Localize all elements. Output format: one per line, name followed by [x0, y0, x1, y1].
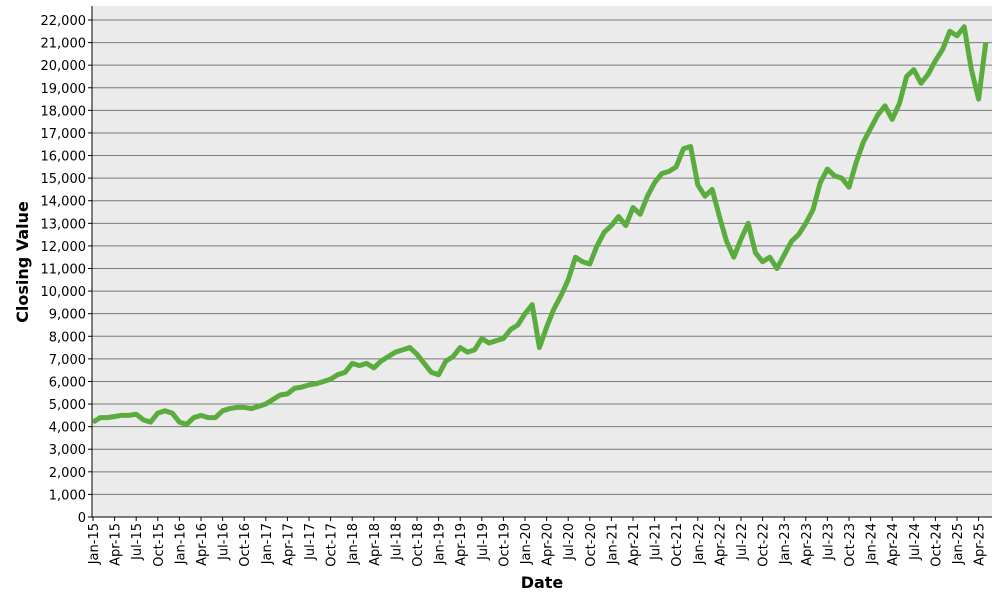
x-tick-label: Jan-15 [87, 523, 102, 565]
x-tick-label: Jan-23 [778, 523, 793, 565]
x-tick-label: Jan-21 [605, 523, 620, 565]
x-tick-label: Jan-18 [346, 523, 361, 565]
x-tick-label: Jan-17 [260, 523, 275, 565]
y-tick-label: 20,000 [41, 59, 87, 74]
y-tick-label: 13,000 [41, 217, 87, 232]
x-tick-label: Apr-21 [627, 523, 642, 566]
y-tick-label: 17,000 [41, 127, 87, 142]
x-tick-label: Apr-25 [973, 523, 988, 566]
x-tick-label: Jan-19 [433, 523, 448, 565]
y-tick-label: 18,000 [41, 104, 87, 119]
x-tick-label: Oct-16 [238, 523, 253, 567]
y-tick-label: 12,000 [41, 240, 87, 255]
y-tick-label: 14,000 [41, 195, 87, 210]
y-tick-label: 22,000 [41, 14, 87, 29]
line-series [91, 24, 989, 427]
x-tick-label: Jul-21 [649, 523, 664, 561]
x-tick-label: Oct-24 [929, 523, 944, 567]
x-tick-label: Jul-24 [908, 523, 923, 561]
x-tick-label: Oct-22 [757, 523, 772, 567]
y-tick-label: 21,000 [41, 37, 87, 52]
x-tick-label: Jan-24 [865, 523, 880, 565]
x-tick-label: Apr-20 [541, 523, 556, 566]
x-tick-label: Jul-23 [821, 523, 836, 561]
y-tick-label: 1,000 [49, 488, 86, 503]
y-tick-label: 5,000 [49, 398, 86, 413]
y-tick-label: 9,000 [49, 308, 86, 323]
x-tick-label: Apr-16 [195, 523, 210, 566]
y-tick-label: 15,000 [41, 172, 87, 187]
y-tick-label: 4,000 [49, 421, 86, 436]
x-tick-label: Jan-25 [951, 523, 966, 565]
x-tick-label: Oct-17 [325, 523, 340, 567]
x-tick-label: Oct-20 [584, 523, 599, 567]
x-tick-label: Oct-15 [152, 523, 167, 567]
x-tick-label: Apr-15 [109, 523, 124, 566]
x-tick-label: Apr-18 [368, 523, 383, 566]
x-tick-label: Apr-17 [281, 523, 296, 566]
x-tick-label: Jul-16 [217, 523, 232, 561]
x-tick-label: Jul-22 [735, 523, 750, 561]
y-tick-label: 2,000 [49, 466, 86, 481]
plot-area [92, 6, 992, 517]
y-tick-label: 3,000 [49, 443, 86, 458]
x-tick-label: Jan-16 [173, 523, 188, 565]
x-axis-title: Date [521, 573, 564, 592]
y-tick-label: 19,000 [41, 82, 87, 97]
x-tick-label: Apr-22 [713, 523, 728, 566]
x-tick-label: Jan-20 [519, 523, 534, 565]
x-tick-label: Oct-18 [411, 523, 426, 567]
y-tick-label: 6,000 [49, 375, 86, 390]
x-tick-label: Jul-20 [562, 523, 577, 561]
x-tick-label: Apr-24 [886, 523, 901, 566]
x-tick-label: Apr-19 [454, 523, 469, 566]
y-tick-label: 16,000 [41, 150, 87, 165]
x-tick-label: Jul-19 [476, 523, 491, 561]
x-tick-label: Oct-23 [843, 523, 858, 567]
y-tick-label: 11,000 [41, 263, 87, 278]
y-axis-title: Closing Value [13, 201, 32, 323]
x-tick-label: Oct-19 [497, 523, 512, 567]
y-tick-label: 8,000 [49, 330, 86, 345]
x-tick-label: Jan-22 [692, 523, 707, 565]
y-tick-label: 10,000 [41, 285, 87, 300]
x-tick-label: Oct-21 [670, 523, 685, 567]
x-tick-label: Jul-18 [389, 523, 404, 561]
y-tick-label: 7,000 [49, 353, 86, 368]
x-tick-label: Jul-15 [130, 523, 145, 561]
y-tick-label: 0 [78, 511, 86, 526]
x-tick-label: Apr-23 [800, 523, 815, 566]
x-tick-label: Jul-17 [303, 523, 318, 561]
